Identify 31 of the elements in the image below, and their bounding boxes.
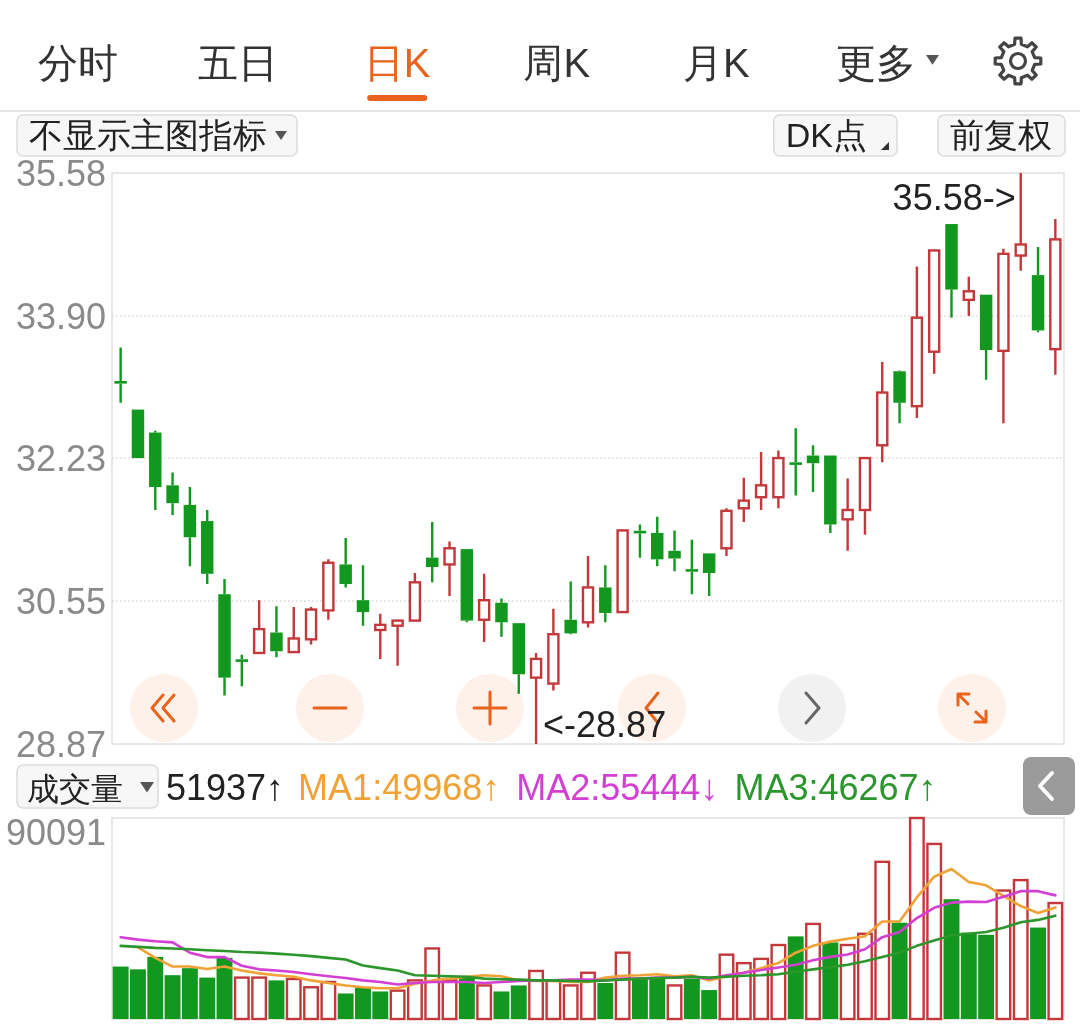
text: 不显示主图指标: [29, 116, 267, 154]
bar: [493, 991, 510, 1019]
y-tick-label: 33.90: [15, 295, 106, 337]
bar: [822, 942, 839, 1019]
text: 月K: [683, 41, 751, 85]
bar: [458, 977, 475, 1019]
text: 51937↑: [166, 767, 285, 808]
y-tick-label: 32.23: [15, 438, 106, 480]
annotation: <-28.87: [543, 704, 667, 745]
text: MA3:46267↑: [734, 767, 937, 808]
bar: [268, 980, 285, 1019]
text: 日K: [363, 41, 431, 85]
text: 前复权: [950, 116, 1052, 154]
bar: [597, 983, 614, 1019]
text: DK点: [785, 116, 867, 154]
y-tick-label: 35.58: [15, 153, 106, 194]
chart-title: 成交量: [27, 771, 123, 807]
y-tick-label: 30.55: [15, 581, 106, 623]
bar: [891, 922, 908, 1019]
annotation: 35.58->: [892, 177, 1016, 218]
text: MA1:49968↑: [298, 767, 501, 808]
text: 更多: [836, 41, 916, 85]
bar: [510, 985, 527, 1019]
bar: [943, 899, 960, 1019]
text: 分时: [38, 41, 118, 85]
bar: [1030, 927, 1046, 1019]
y-tick-label: 28.87: [15, 724, 106, 765]
text: 五日: [197, 41, 278, 85]
text: 周K: [523, 41, 591, 85]
text: 90091: [5, 812, 106, 853]
text: MA2:55444↓: [516, 767, 719, 808]
